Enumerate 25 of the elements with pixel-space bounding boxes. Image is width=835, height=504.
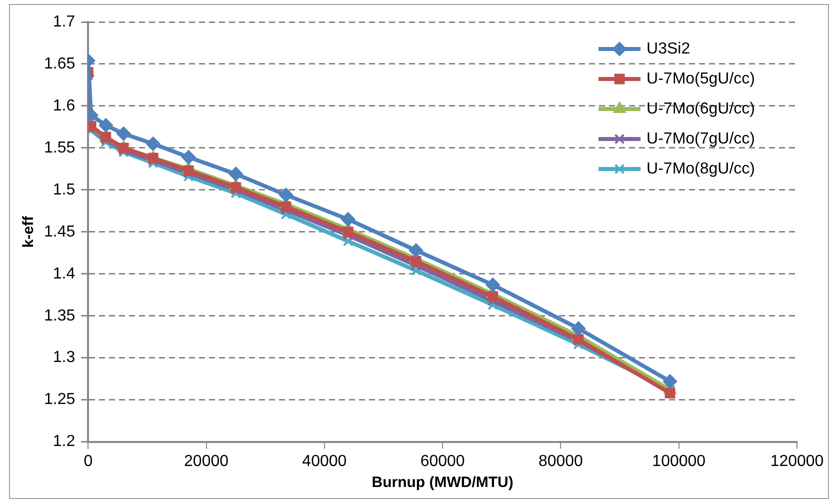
y-tick-label: 1.5 — [52, 181, 76, 198]
y-tick-label: 1.35 — [44, 307, 76, 324]
y-tick-label: 1.25 — [44, 391, 76, 408]
legend-label: U-7Mo(5gU/cc) — [646, 70, 756, 88]
y-tick-label: 1.45 — [44, 223, 76, 240]
x-tick-label: 80000 — [538, 452, 584, 470]
x-axis-title: Burnup (MWD/MTU) — [372, 474, 514, 492]
y-tick-label: 1.3 — [52, 349, 76, 366]
legend-label: U3Si2 — [646, 40, 690, 58]
x-tick-label: 40000 — [302, 452, 347, 470]
y-tick-label: 1.6 — [52, 97, 76, 114]
x-tick-label: 0 — [84, 452, 93, 470]
y-tick-label: 1.55 — [44, 139, 76, 156]
y-tick-label: 1.2 — [52, 433, 76, 450]
legend-label: U-7Mo(7gU/cc) — [646, 130, 756, 148]
y-axis-title: k-eff — [20, 215, 38, 248]
x-tick-label: 100000 — [652, 452, 706, 470]
x-tick-label: 120000 — [770, 452, 824, 470]
y-tick-label: 1.65 — [44, 55, 76, 72]
legend-label: U-7Mo(8gU/cc) — [646, 160, 756, 178]
y-tick-label: 1.4 — [52, 265, 76, 282]
x-tick-label: 60000 — [420, 452, 465, 470]
y-tick-label: 1.7 — [52, 13, 76, 30]
legend-label: U-7Mo(6gU/cc) — [646, 100, 756, 118]
x-tick-label: 20000 — [184, 452, 229, 470]
